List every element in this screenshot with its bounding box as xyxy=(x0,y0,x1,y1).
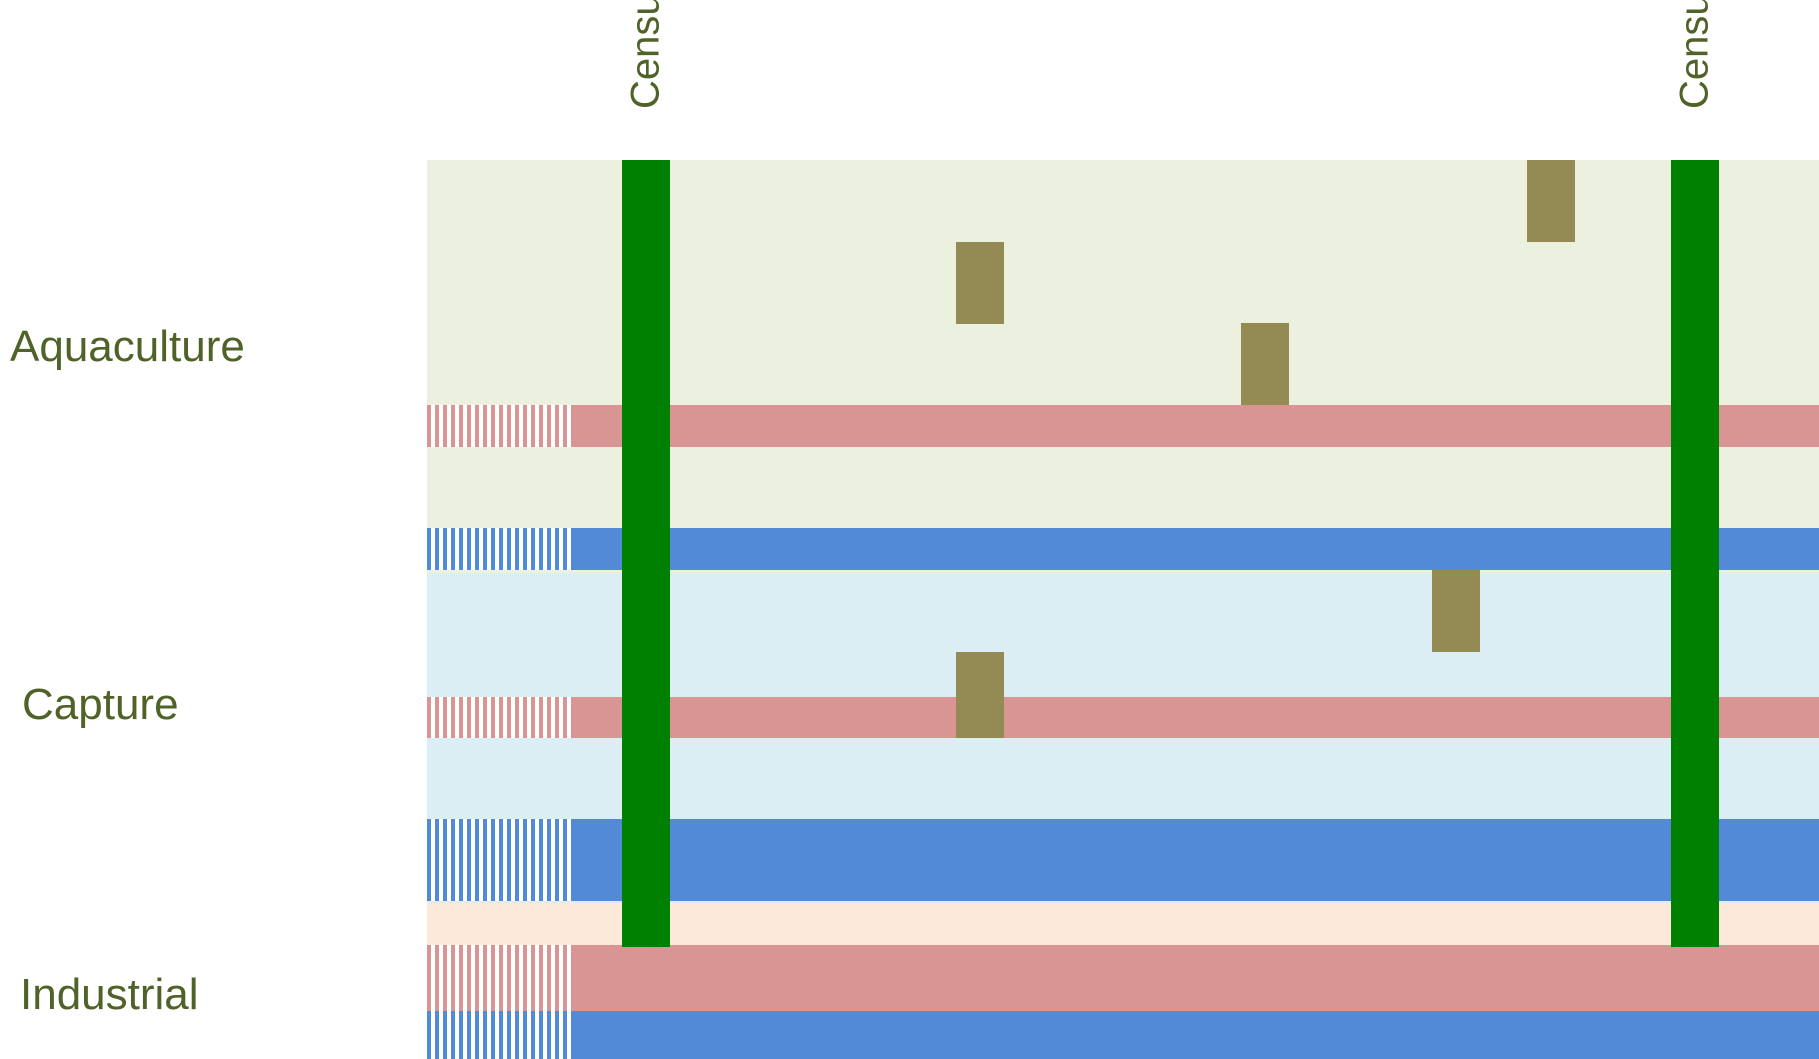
pink-bar-hatch xyxy=(427,697,575,738)
industrial-pink-bar xyxy=(427,945,1819,1011)
pink-bar-hatch xyxy=(427,945,575,1011)
row-label-capture: Capture xyxy=(22,680,179,729)
blue-bar-solid xyxy=(575,528,1819,570)
capture-blue-bar xyxy=(427,819,1819,901)
pink-bar-solid xyxy=(575,405,1819,447)
census-line-left xyxy=(622,160,670,947)
pink-bar-solid xyxy=(575,945,1819,1011)
row-label-industrial: Industrial xyxy=(20,970,199,1019)
blue-bar-hatch xyxy=(427,819,575,901)
blue-bar-hatch xyxy=(427,1011,575,1059)
census-label-left: Census xyxy=(616,0,676,154)
census-label-right: Census xyxy=(1665,0,1725,154)
industrial-blue-bar xyxy=(427,1011,1819,1059)
capture-pink-bar xyxy=(427,697,1819,738)
census-line-right xyxy=(1671,160,1719,947)
blue-bar-solid xyxy=(575,1011,1819,1059)
pink-bar-hatch xyxy=(427,405,575,447)
census-label-text: Census xyxy=(1672,0,1717,109)
aquaculture-blue-bar xyxy=(427,528,1819,570)
aquaculture-pink-bar xyxy=(427,405,1819,447)
event-block xyxy=(956,652,1004,738)
event-block xyxy=(1527,160,1575,242)
row-label-aquaculture: Aquaculture xyxy=(10,322,245,371)
event-block xyxy=(956,242,1004,324)
blue-bar-hatch xyxy=(427,528,575,570)
census-label-text: Census xyxy=(623,0,668,109)
event-block xyxy=(1241,323,1289,405)
event-block xyxy=(1432,570,1480,652)
pink-bar-solid xyxy=(575,697,1819,738)
blue-bar-solid xyxy=(575,819,1819,901)
